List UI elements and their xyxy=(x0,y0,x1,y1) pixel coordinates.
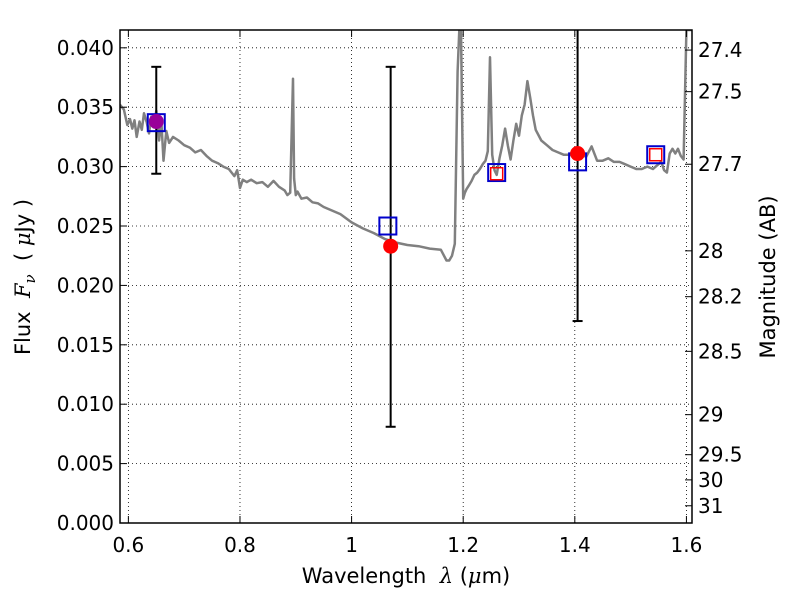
observed-photometry-point xyxy=(148,113,164,129)
y-tick-label: 0.040 xyxy=(57,36,114,60)
y-tick-label: 0.010 xyxy=(57,392,114,416)
plot-frame xyxy=(119,29,693,524)
y-axis-label-open: ( xyxy=(11,246,35,274)
y2-tick-label: 28 xyxy=(698,239,723,263)
x-axis-label-unit-rest: m) xyxy=(482,564,511,588)
y2-axis-label: Magnitude (AB) xyxy=(756,195,780,358)
y2-tick-label: 28.2 xyxy=(698,285,743,309)
x-axis-label: Wavelength λ (μm) xyxy=(302,564,510,588)
x-axis-label-symbol: λ xyxy=(439,564,453,588)
y-axis-label-symbol: F xyxy=(11,282,35,299)
x-axis-label-open: ( xyxy=(453,564,468,588)
model-photometry-square xyxy=(646,145,666,165)
x-tick-label: 1 xyxy=(345,533,358,557)
y-axis-label-prefix: Flux xyxy=(11,298,35,355)
axis-ticks: 0.6 0.8 1 1.2 1.4 1.6 0.000 0.005 0.010 0.015 0.02… xyxy=(57,30,743,557)
y2-tick-label: 30 xyxy=(698,468,723,492)
plot-area xyxy=(120,30,692,428)
y2-tick-label: 27.7 xyxy=(698,152,743,176)
y-tick-label: 0.030 xyxy=(57,155,114,179)
y-axis-label-unit-rest: Jy ) xyxy=(11,199,35,235)
y-tick-label: 0.025 xyxy=(57,214,114,238)
model-photometry-square xyxy=(378,216,398,236)
y2-tick-label: 28.5 xyxy=(698,339,743,363)
x-tick-label: 1.6 xyxy=(671,533,703,557)
x-tick-label: 1.2 xyxy=(447,533,479,557)
y2-tick-label: 29.5 xyxy=(698,443,743,467)
observed-photometry-point xyxy=(570,146,586,162)
upper-limit-square xyxy=(489,166,504,181)
y-axis-label: Flux Fν ( μJy ) xyxy=(11,199,39,355)
y2-tick-label: 27.5 xyxy=(698,80,743,104)
y-axis-label-unit-symbol: μ xyxy=(11,232,35,246)
upper-limit-square xyxy=(648,147,663,162)
y-axis-label-subscript: ν xyxy=(21,274,39,283)
x-tick-label: 0.6 xyxy=(112,533,144,557)
y2-tick-label: 31 xyxy=(698,494,723,518)
x-axis-label-prefix: Wavelength xyxy=(302,564,440,588)
observed-photometry-point xyxy=(383,238,399,254)
x-tick-label: 1.4 xyxy=(559,533,591,557)
y-tick-label: 0.035 xyxy=(57,95,114,119)
grid-lines xyxy=(120,30,692,523)
model-photometry-square xyxy=(487,163,507,183)
y-tick-label: 0.020 xyxy=(57,273,114,297)
y-tick-label: 0.000 xyxy=(57,511,114,535)
model-spectrum-line xyxy=(120,30,692,262)
x-axis-label-unit-symbol: μ xyxy=(468,564,482,588)
y2-tick-label: 27.4 xyxy=(698,38,743,62)
x-tick-label: 0.8 xyxy=(224,533,256,557)
y-tick-label: 0.015 xyxy=(57,333,114,357)
plot-border xyxy=(119,29,693,524)
y-tick-label: 0.005 xyxy=(57,452,114,476)
y2-tick-label: 29 xyxy=(698,403,723,427)
